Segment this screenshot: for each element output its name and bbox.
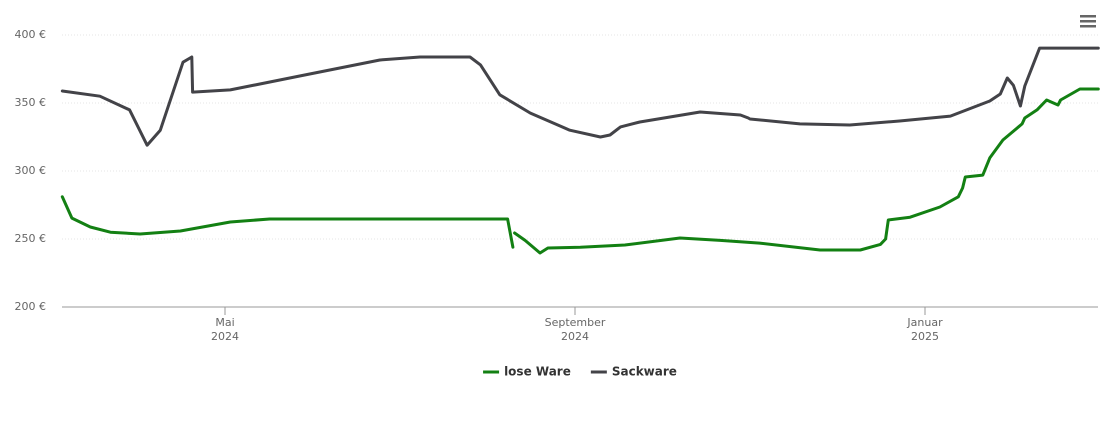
menu-icon-bar [1080, 15, 1096, 18]
legend-item[interactable]: lose Ware [483, 365, 571, 379]
legend-item[interactable]: Sackware [590, 365, 677, 379]
y-tick-label: 200 € [15, 300, 47, 313]
series-line [60, 46, 1100, 147]
legend: lose Ware Sackware [483, 365, 677, 379]
y-tick-label: 300 € [15, 164, 47, 177]
y-tick-label: 400 € [15, 28, 47, 41]
x-tick-label: September 2024 [545, 316, 606, 343]
series-line [60, 87, 1100, 255]
legend-label: Sackware [612, 365, 677, 379]
y-tick-label: 250 € [15, 232, 47, 245]
y-tick-label: 350 € [15, 96, 47, 109]
x-tick-label: Mai 2024 [211, 316, 239, 343]
menu-icon-bar [1080, 25, 1096, 28]
menu-icon-bar [1080, 20, 1096, 23]
x-tick-label: Januar 2025 [906, 316, 943, 343]
legend-label: lose Ware [504, 365, 571, 379]
menu-button[interactable] [1080, 15, 1096, 28]
